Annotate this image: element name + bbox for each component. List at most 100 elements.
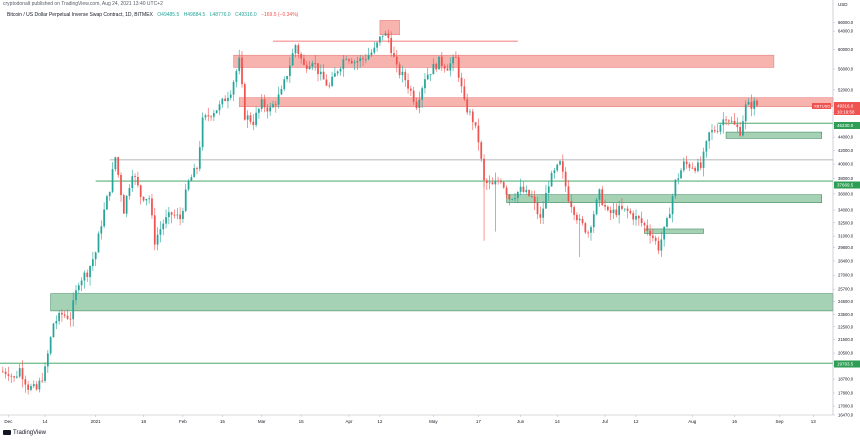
candle-up [286, 76, 288, 80]
candle-up [184, 189, 187, 211]
candle-up [235, 71, 238, 82]
candle-up [232, 81, 235, 95]
green-level-2-text: 37669.5 [837, 183, 854, 188]
tradingview-logo[interactable]: TradingView [3, 430, 46, 436]
candle-up [269, 107, 272, 112]
candle-up [525, 189, 528, 192]
candle-up [16, 376, 18, 378]
candle-up [58, 312, 60, 322]
price-badges: XBTUSD 49316.0 10:19:58 46230.0 37669.5 … [812, 102, 860, 368]
ohlc-open: O49485.5 [157, 12, 180, 18]
time-tick-label: 2021 [91, 419, 102, 424]
resistance-zone-1 [379, 20, 400, 36]
candle-down [362, 58, 364, 60]
price-axis[interactable]: 66000.064000.060000.056000.052000.048000… [833, 20, 854, 418]
candle-up [742, 121, 744, 136]
candle-up [668, 214, 671, 219]
candle-up [97, 233, 100, 253]
candle-up [542, 208, 545, 218]
candle-up [159, 229, 162, 235]
candle-down [249, 115, 252, 122]
time-tick-label: 14 [43, 419, 49, 424]
candle-up [618, 205, 620, 216]
candle-up [114, 157, 117, 170]
support-zone-7 [644, 228, 704, 234]
candle-up [519, 186, 522, 192]
candle-up [291, 53, 294, 66]
candle-down [86, 272, 89, 278]
symbol-legend: Bitcoin / US Dollar Perpetual Inverse Sw… [7, 12, 301, 18]
support-zone-6 [725, 131, 822, 139]
candle-up [193, 168, 196, 178]
green-level-1-text: 46230.0 [837, 123, 854, 128]
time-axis[interactable]: Dec 14 2021 18 Feb 15 Mar 15 Apr 12 May 17 Jun 14 Jul 1… [4, 415, 816, 424]
candle-down [7, 374, 10, 376]
ohlc-change: −169.5 (−0.34%) [261, 12, 299, 18]
candle-down [505, 187, 508, 195]
candle-down [305, 64, 308, 69]
time-tick-label: 15 [220, 419, 226, 424]
symbol-name[interactable]: Bitcoin / US Dollar Perpetual Inverse Sw… [7, 12, 153, 18]
candle-up [342, 59, 345, 69]
price-tick-label: 28400.0 [838, 258, 854, 263]
support-zone-4 [50, 293, 834, 312]
candle-down [122, 195, 125, 214]
candle-down [303, 58, 305, 65]
candle-down [409, 88, 412, 91]
candle-down [274, 104, 277, 106]
candle-up [429, 74, 432, 76]
candle-down [733, 120, 736, 125]
candle-up [635, 216, 637, 220]
candle-up [165, 217, 167, 224]
candle-down [322, 71, 325, 80]
candle-down [443, 65, 446, 69]
time-tick-label: May [429, 419, 438, 424]
candle-down [325, 79, 328, 86]
candle-down [685, 161, 688, 165]
candle-up [55, 321, 58, 324]
candle-up [747, 102, 750, 105]
candle-up [711, 130, 713, 133]
candle-up [705, 141, 708, 152]
publisher-line: cryptodonalt published on TradingView.co… [3, 1, 163, 7]
candle-up [345, 59, 348, 61]
time-tick-label: 12 [633, 419, 639, 424]
candle-down [536, 202, 539, 215]
candle-down [609, 210, 612, 214]
candle-up [339, 68, 342, 72]
candle-up [280, 89, 283, 95]
candle-down [474, 122, 477, 126]
candle-down [491, 182, 494, 185]
candle-down [266, 107, 269, 112]
candle-down [263, 99, 266, 108]
candle-down [621, 205, 623, 209]
time-tick-label: Apr [345, 419, 353, 424]
price-tick-label: 64000.0 [838, 29, 854, 34]
candle-down [153, 215, 156, 245]
price-tick-label: 56000.0 [838, 66, 854, 71]
candle-down [241, 57, 243, 85]
time-tick-label: Sep [776, 419, 785, 424]
candle-down [466, 99, 469, 113]
symbol-tag-badge [812, 103, 831, 109]
candle-down [1, 371, 4, 373]
candle-up [556, 164, 559, 171]
candle-down [151, 198, 153, 216]
candle-down [716, 131, 719, 133]
candle-down [139, 185, 142, 197]
candle-up [187, 180, 190, 190]
candle-down [41, 380, 44, 382]
candle-up [356, 61, 359, 63]
candle-up [663, 226, 666, 240]
candle-down [646, 225, 649, 231]
candle-up [708, 132, 711, 142]
candle-up [215, 110, 218, 114]
candle-down [457, 57, 460, 78]
candle-up [697, 162, 699, 171]
time-tick-label: 15 [299, 419, 305, 424]
candle-down [637, 216, 640, 219]
price-tick-label: 66000.0 [838, 20, 854, 25]
candle-down [395, 56, 398, 65]
candle-down [348, 59, 350, 61]
